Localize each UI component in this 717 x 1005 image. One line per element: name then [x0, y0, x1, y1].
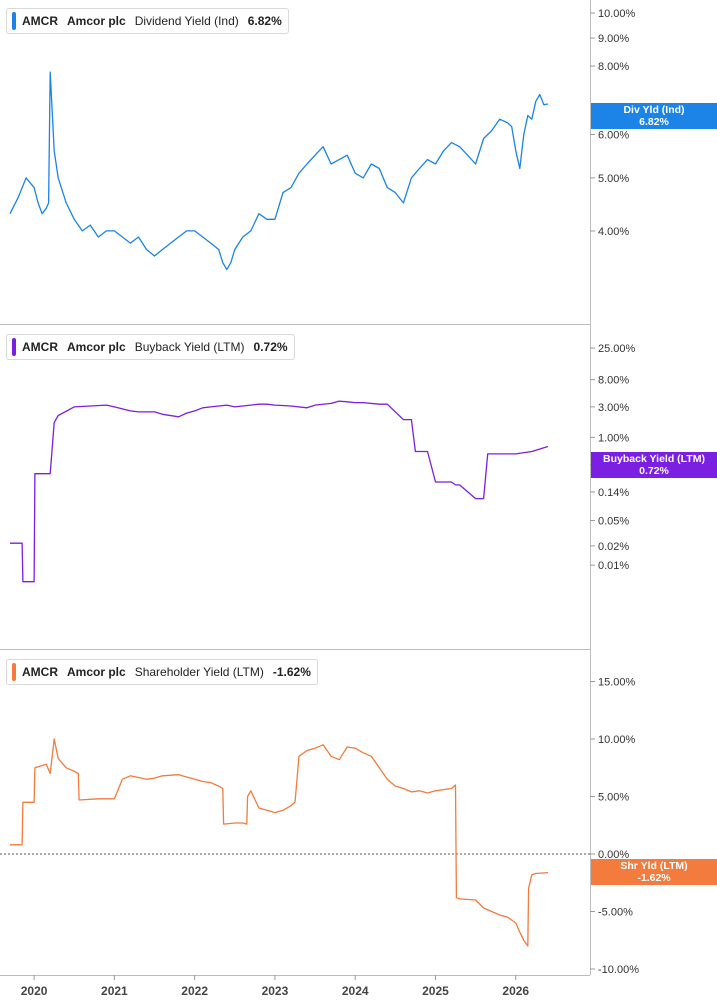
x-tick-label: 2026	[502, 984, 529, 998]
legend-company: Amcor plc	[67, 665, 126, 679]
y-tick-label: 0.05%	[598, 515, 629, 527]
legend-company: Amcor plc	[67, 340, 126, 354]
y-tick-label: 0.00%	[598, 849, 629, 861]
panel-2: 25.00%8.00%3.00%1.00%0.37%0.14%0.05%0.02…	[10, 343, 636, 583]
legend-shareholder-yield: AMCR Amcor plc Shareholder Yield (LTM) -…	[6, 659, 318, 685]
legend-buyback-yield: AMCR Amcor plc Buyback Yield (LTM) 0.72%	[6, 334, 295, 360]
legend-metric: Buyback Yield (LTM)	[134, 340, 245, 354]
x-tick-label: 2025	[422, 984, 449, 998]
legend-ticker: AMCR	[22, 14, 58, 28]
x-tick-label: 2020	[21, 984, 48, 998]
tag-label: Buyback Yield (LTM)	[603, 453, 705, 465]
legend-company: Amcor plc	[67, 14, 126, 28]
tag-value: -1.62%	[637, 872, 671, 884]
x-tick-label: 2024	[342, 984, 369, 998]
x-tick-label: 2023	[262, 984, 289, 998]
tag-value: 6.82%	[639, 116, 669, 128]
y-tick-label: 9.00%	[598, 33, 629, 45]
legend-swatch	[12, 663, 16, 681]
y-tick-label: 8.00%	[598, 61, 629, 73]
legend-ticker: AMCR	[22, 665, 58, 679]
y-tick-label: -10.00%	[598, 964, 639, 976]
value-tag-dividend-yield: Div Yld (Ind) 6.82%	[591, 103, 717, 129]
tag-label: Div Yld (Ind)	[623, 104, 685, 116]
legend-swatch	[12, 12, 16, 30]
legend-metric: Dividend Yield (Ind)	[134, 14, 239, 28]
y-tick-label: 5.00%	[598, 173, 629, 185]
value-tag-buyback-yield: Buyback Yield (LTM) 0.72%	[591, 452, 717, 478]
y-tick-label: 15.00%	[598, 677, 636, 689]
series-line	[10, 400, 549, 583]
panel-1: 10.00% 9.00% 8.00% 6.00% 5.00% 4.00%	[9, 8, 636, 271]
y-tick-label: 3.00%	[598, 402, 629, 414]
y-tick-label: 1.00%	[598, 432, 629, 444]
y-tick-label: 25.00%	[598, 343, 636, 355]
y-tick-label: 6.00%	[598, 130, 629, 142]
legend-value: -1.62%	[272, 665, 311, 679]
x-axis: 2020 2021 2022 2023 2024 2025 2026	[21, 975, 529, 998]
y-tick-label: 10.00%	[598, 8, 636, 20]
value-tag-shareholder-yield: Shr Yld (LTM) -1.62%	[591, 859, 717, 885]
tag-label: Shr Yld (LTM)	[620, 860, 688, 872]
y-tick-label: 0.14%	[598, 487, 629, 499]
legend-metric: Shareholder Yield (LTM)	[134, 665, 264, 679]
series-line	[9, 71, 549, 271]
legend-ticker: AMCR	[22, 340, 58, 354]
y-tick-label: 0.02%	[598, 541, 629, 553]
legend-dividend-yield: AMCR Amcor plc Dividend Yield (Ind) 6.82…	[6, 8, 289, 34]
y-tick-label: 8.00%	[598, 375, 629, 387]
y-tick-label: 5.00%	[598, 792, 629, 804]
panel-3: 15.00% 10.00% 5.00% 0.00% -5.00% -10.00%	[0, 677, 639, 976]
legend-swatch	[12, 338, 16, 356]
x-tick-label: 2021	[101, 984, 128, 998]
series-line	[10, 738, 548, 947]
y-tick-label: 4.00%	[598, 226, 629, 238]
y-tick-label: -5.00%	[598, 907, 633, 919]
legend-value: 0.72%	[253, 340, 288, 354]
legend-value: 6.82%	[247, 14, 282, 28]
y-tick-label: 0.01%	[598, 560, 629, 572]
x-tick-label: 2022	[181, 984, 208, 998]
y-tick-label: 10.00%	[598, 734, 636, 746]
tag-value: 0.72%	[639, 465, 669, 477]
